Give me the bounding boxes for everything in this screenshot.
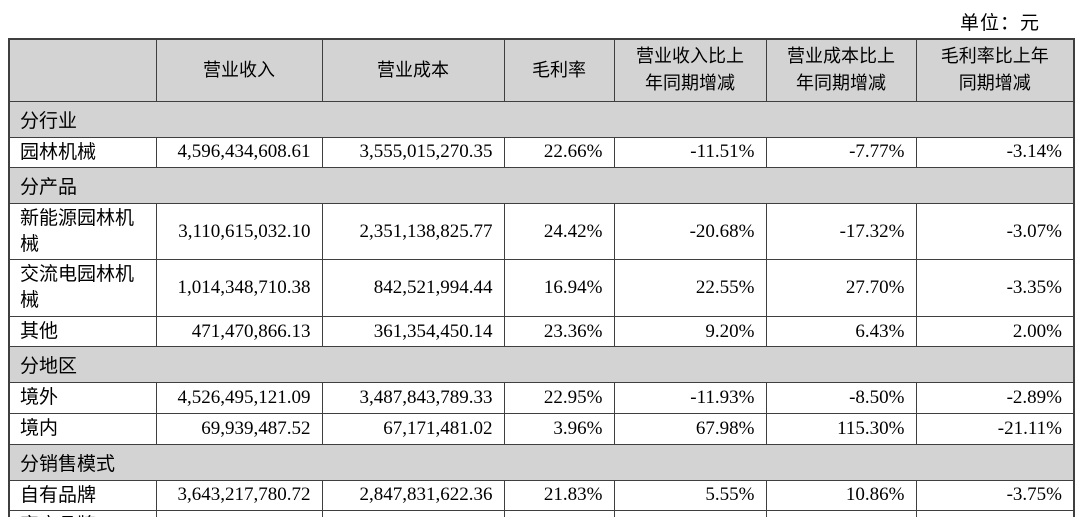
cell-revenue-yoy: 5.55% — [613, 479, 767, 512]
cell-cost: 67,171,481.02 — [321, 412, 505, 445]
cell-revenue: 3,643,217,780.72 — [155, 479, 323, 512]
cell-revenue: 1,014,348,710.38 — [155, 259, 323, 317]
header-line: 年同期增减 — [796, 73, 886, 94]
cell-revenue: 69,939,487.52 — [155, 412, 323, 445]
cell-cost: 842,521,994.44 — [321, 259, 505, 317]
cell-cost-yoy: 27.70% — [765, 259, 917, 317]
header-line: 毛利率比上年 — [940, 46, 1049, 67]
section-row-by-product: 分产品 — [8, 167, 1075, 205]
cell-gross-margin: 22.95% — [503, 382, 615, 414]
column-header-gross-margin: 毛利率 — [503, 38, 615, 102]
row-label: 交流电园林机械 — [8, 259, 157, 317]
cell-revenue-yoy: -11.93% — [613, 382, 767, 414]
cell-gross-margin: 25.81% — [503, 510, 615, 517]
cell-revenue: 3,110,615,032.10 — [155, 203, 323, 261]
cell-cost: 707,183,647.99 — [321, 510, 505, 517]
cell-gross-margin-yoy: -0.51% — [915, 510, 1075, 517]
cell-revenue-yoy: 67.98% — [613, 412, 767, 445]
header-line: 营业成本比上 — [787, 46, 895, 67]
table-row-own-brand: 自有品牌 3,643,217,780.72 2,847,831,622.36 2… — [8, 479, 1075, 512]
cell-cost: 3,555,015,270.35 — [321, 136, 505, 169]
table-row-ac-powered: 交流电园林机械 1,014,348,710.38 842,521,994.44 … — [8, 259, 1075, 317]
section-title: 分产品 — [8, 167, 1075, 205]
cell-cost-yoy: 10.86% — [765, 479, 917, 512]
cell-cost: 2,847,831,622.36 — [321, 479, 505, 512]
segment-financials-table: 营业收入 营业成本 毛利率 营业收入比上 年同期增减 营业成本比上 年同期增减 毛利… — [8, 38, 1075, 517]
cell-cost-yoy: -44.50% — [765, 510, 917, 517]
table-row-garden-machinery: 园林机械 4,596,434,608.61 3,555,015,270.35 2… — [8, 136, 1075, 169]
header-row: 营业收入 营业成本 毛利率 营业收入比上 年同期增减 营业成本比上 年同期增减 毛利… — [8, 38, 1075, 102]
column-header-gross-margin-yoy: 毛利率比上年 同期增减 — [915, 38, 1075, 102]
cell-revenue-yoy: -20.68% — [613, 203, 767, 261]
cell-cost-yoy: 6.43% — [765, 315, 917, 348]
row-label: 境内 — [8, 412, 157, 445]
row-label: 其他 — [8, 315, 157, 348]
column-header-revenue: 营业收入 — [155, 38, 323, 102]
row-label: 园林机械 — [8, 136, 157, 169]
header-line: 年同期增减 — [645, 73, 735, 94]
cell-revenue: 4,596,434,608.61 — [155, 136, 323, 169]
section-title: 分销售模式 — [8, 443, 1075, 481]
section-row-by-sales-model: 分销售模式 — [8, 443, 1075, 481]
column-header-blank — [8, 38, 157, 102]
cell-gross-margin: 22.66% — [503, 136, 615, 169]
cell-gross-margin-yoy: -3.75% — [915, 479, 1075, 512]
cell-gross-margin-yoy: -21.11% — [915, 412, 1075, 445]
row-label: 客户品牌 — [8, 510, 157, 517]
cell-revenue-yoy: -11.51% — [613, 136, 767, 169]
section-title: 分行业 — [8, 100, 1075, 138]
section-title: 分地区 — [8, 346, 1075, 384]
section-row-by-region: 分地区 — [8, 346, 1075, 384]
cell-gross-margin: 24.42% — [503, 203, 615, 261]
cell-revenue-yoy: 9.20% — [613, 315, 767, 348]
cell-revenue: 4,526,495,121.09 — [155, 382, 323, 414]
header-line: 同期增减 — [958, 73, 1031, 94]
cell-cost-yoy: -8.50% — [765, 382, 917, 414]
row-label: 自有品牌 — [8, 479, 157, 512]
row-label: 境外 — [8, 382, 157, 414]
table-row-new-energy: 新能源园林机械 3,110,615,032.10 2,351,138,825.7… — [8, 203, 1075, 261]
table-row-other: 其他 471,470,866.13 361,354,450.14 23.36% … — [8, 315, 1075, 348]
column-header-cost: 营业成本 — [321, 38, 505, 102]
cell-gross-margin-yoy: -3.35% — [915, 259, 1075, 317]
column-header-cost-yoy: 营业成本比上 年同期增减 — [765, 38, 917, 102]
header-line: 营业收入比上 — [636, 46, 744, 67]
cell-cost-yoy: -17.32% — [765, 203, 917, 261]
cell-gross-margin: 3.96% — [503, 412, 615, 445]
cell-revenue-yoy: 22.55% — [613, 259, 767, 317]
cell-gross-margin-yoy: -3.14% — [915, 136, 1075, 169]
cell-revenue: 471,470,866.13 — [155, 315, 323, 348]
cell-cost: 3,487,843,789.33 — [321, 382, 505, 414]
cell-cost: 2,351,138,825.77 — [321, 203, 505, 261]
cell-cost-yoy: 115.30% — [765, 412, 917, 445]
cell-revenue-yoy: -44.88% — [613, 510, 767, 517]
column-header-revenue-yoy: 营业收入比上 年同期增减 — [613, 38, 767, 102]
unit-label: 单位：元 — [959, 13, 1040, 34]
section-row-by-industry: 分行业 — [8, 100, 1075, 138]
cell-gross-margin-yoy: -2.89% — [915, 382, 1075, 414]
cell-gross-margin: 21.83% — [503, 479, 615, 512]
cell-gross-margin-yoy: -3.07% — [915, 203, 1075, 261]
table-row-domestic: 境内 69,939,487.52 67,171,481.02 3.96% 67.… — [8, 412, 1075, 445]
cell-cost: 361,354,450.14 — [321, 315, 505, 348]
cell-gross-margin-yoy: 2.00% — [915, 315, 1075, 348]
cell-revenue: 953,216,827.89 — [155, 510, 323, 517]
cell-cost-yoy: -7.77% — [765, 136, 917, 169]
row-label: 新能源园林机械 — [8, 203, 157, 261]
table-row-customer-brand: 客户品牌 953,216,827.89 707,183,647.99 25.81… — [8, 510, 1075, 517]
table-row-overseas: 境外 4,526,495,121.09 3,487,843,789.33 22.… — [8, 382, 1075, 414]
cell-gross-margin: 23.36% — [503, 315, 615, 348]
cell-gross-margin: 16.94% — [503, 259, 615, 317]
